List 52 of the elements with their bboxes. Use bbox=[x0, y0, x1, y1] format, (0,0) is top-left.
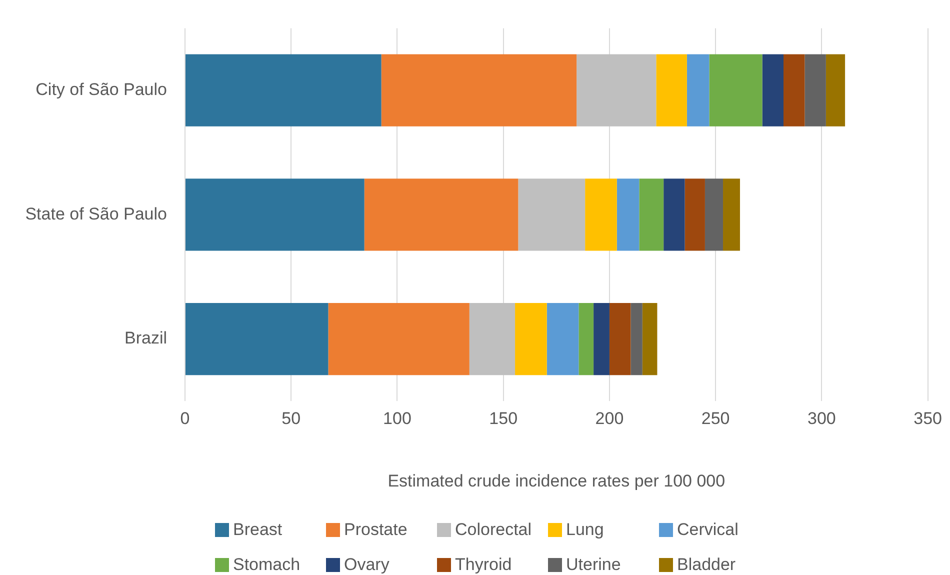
bar bbox=[656, 54, 687, 126]
bar bbox=[609, 302, 631, 376]
x-tick-label: 300 bbox=[808, 409, 836, 428]
legend-label: Lung bbox=[566, 520, 604, 540]
legend-label: Cervical bbox=[677, 520, 738, 540]
bar bbox=[546, 302, 579, 376]
x-tick-label: 200 bbox=[595, 409, 624, 428]
y-tick-label: City of São Paulo bbox=[36, 80, 167, 100]
legend-label: Bladder bbox=[677, 555, 736, 575]
x-tick-label: 100 bbox=[383, 409, 412, 428]
legend-label: Breast bbox=[233, 520, 282, 540]
bar bbox=[630, 302, 642, 376]
bar bbox=[709, 54, 762, 126]
bar bbox=[826, 54, 846, 126]
legend-label: Prostate bbox=[344, 520, 408, 540]
bar bbox=[364, 178, 518, 251]
bar bbox=[469, 302, 516, 376]
bar bbox=[704, 178, 724, 251]
bar bbox=[515, 302, 547, 376]
bar bbox=[616, 178, 640, 251]
bar bbox=[186, 178, 364, 251]
bar bbox=[186, 302, 328, 376]
bar bbox=[642, 302, 658, 376]
bar bbox=[784, 54, 805, 126]
bar bbox=[804, 54, 826, 126]
bar bbox=[578, 302, 594, 376]
bar bbox=[762, 54, 784, 126]
bar bbox=[186, 54, 382, 126]
bar bbox=[686, 54, 710, 126]
legend-label: Uterine bbox=[566, 555, 621, 575]
bar bbox=[594, 302, 610, 376]
legend-label: Ovary bbox=[344, 555, 390, 575]
y-tick-label: State of São Paulo bbox=[25, 204, 167, 224]
bar bbox=[518, 178, 586, 251]
x-tick-label: 50 bbox=[282, 409, 301, 428]
x-axis-title: Estimated crude incidence rates per 100 000 bbox=[388, 471, 726, 490]
x-tick-label: 250 bbox=[701, 409, 730, 428]
bar bbox=[723, 178, 740, 251]
bar bbox=[576, 54, 656, 126]
x-tick-label: 350 bbox=[914, 409, 942, 428]
bar bbox=[664, 178, 685, 251]
legend-label: Colorectal bbox=[455, 520, 532, 540]
legend-label: Stomach bbox=[233, 555, 300, 575]
y-tick-label: Brazil bbox=[124, 328, 167, 348]
bar bbox=[639, 178, 664, 251]
legend-label: Thyroid bbox=[455, 555, 512, 575]
x-tick-label: 150 bbox=[489, 409, 518, 428]
x-tick-label: 0 bbox=[180, 409, 190, 428]
bar bbox=[381, 54, 577, 126]
bar bbox=[585, 178, 617, 251]
bar bbox=[684, 178, 705, 251]
bar bbox=[328, 302, 470, 376]
